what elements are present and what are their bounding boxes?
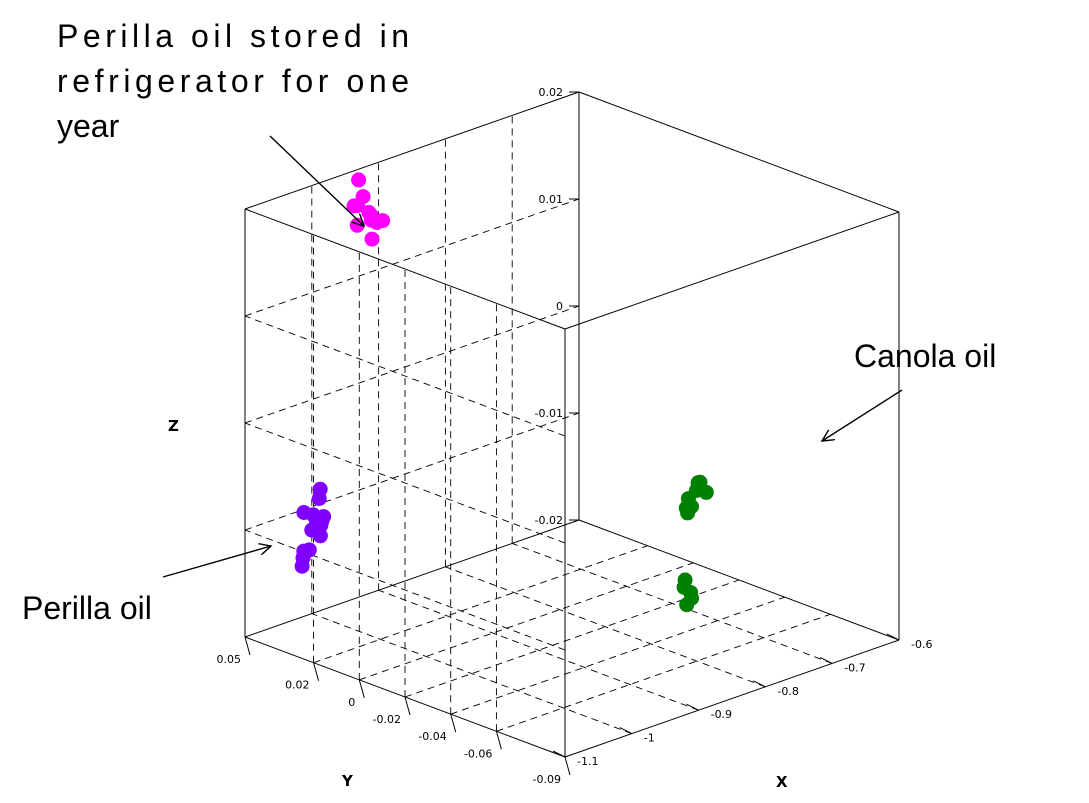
y-tick-mark <box>358 679 365 698</box>
annotation-text: refrigerator for one <box>57 63 409 99</box>
z-tick-label: 0.01 <box>539 193 564 206</box>
y-tick-label: -0.02 <box>373 713 401 726</box>
grid-line <box>244 305 580 424</box>
annotation-text: Perilla oil <box>22 590 152 626</box>
data-point <box>683 585 699 601</box>
y-tick-label: -0.04 <box>418 730 446 743</box>
grid-line <box>311 613 632 735</box>
grid-line <box>244 529 566 651</box>
z-tick-label: -0.02 <box>535 514 563 527</box>
y-tick-label: 0 <box>348 696 355 709</box>
data-point <box>698 484 714 500</box>
x-tick-label: -1 <box>644 732 655 745</box>
annotation-text: Perilla oil stored in <box>57 18 409 54</box>
axis-labels: Z Y X <box>168 417 788 791</box>
grid-line <box>359 562 694 681</box>
grid-line <box>244 198 580 317</box>
annotation-text: Canola oil <box>854 338 996 374</box>
x-tick-mark <box>686 703 699 711</box>
tick-labels: 0.02 0.01 0 -0.01 -0.02 0.05 0.02 0 -0.02 -0.04 -0… <box>217 86 933 786</box>
annotation-text: year <box>57 108 120 144</box>
grid-line <box>512 542 833 664</box>
box-edge <box>244 208 566 330</box>
grid-line <box>244 412 580 531</box>
data-point <box>364 231 380 247</box>
data-point <box>679 597 695 613</box>
y-tick-mark <box>313 662 320 681</box>
grid-line <box>244 315 566 437</box>
y-tick-mark <box>495 731 502 750</box>
y-axis-label: Y <box>341 772 354 790</box>
data-point <box>375 213 391 229</box>
y-tick-label: 0.02 <box>285 679 310 692</box>
grid-line <box>450 596 785 715</box>
box-edge <box>564 211 900 330</box>
y-tick-label: -0.09 <box>533 773 561 786</box>
data-point <box>294 558 310 574</box>
z-tick-label: 0.02 <box>539 86 564 99</box>
data-point <box>296 543 312 559</box>
grid-line <box>244 422 566 544</box>
x-tick-label: -0.7 <box>844 661 865 674</box>
box-edge <box>578 91 900 213</box>
x-tick-label: -0.9 <box>711 708 732 721</box>
grid-lines <box>244 115 833 735</box>
grid-line <box>496 613 831 732</box>
y-tick-mark <box>404 696 411 716</box>
annotation-arrow <box>269 135 364 226</box>
data-point <box>346 198 362 214</box>
y-tick-mark <box>564 756 571 776</box>
z-tick-label: -0.01 <box>535 407 563 420</box>
x-tick-mark <box>552 750 566 758</box>
data-point <box>684 499 699 515</box>
y-tick-mark <box>450 714 457 733</box>
box-edge <box>244 519 580 638</box>
box-edge <box>578 519 900 641</box>
grid-line <box>378 589 699 711</box>
x-tick-mark <box>619 727 633 735</box>
z-tick-label: 0 <box>556 300 563 313</box>
grid-line <box>313 545 648 664</box>
x-axis-label: X <box>776 773 788 791</box>
x-tick-label: -1.1 <box>577 755 598 768</box>
grid-line <box>445 566 766 688</box>
axes-box <box>244 91 900 758</box>
y-tick-label: -0.06 <box>464 747 492 760</box>
data-point <box>351 172 367 188</box>
x-tick-label: -0.6 <box>911 638 932 651</box>
box-edge <box>564 639 900 758</box>
y-tick-label: 0.05 <box>217 653 242 666</box>
x-tick-mark <box>753 680 766 688</box>
annotation-arrow <box>162 546 271 578</box>
annotations: Perilla oil stored in refrigerator for on… <box>22 18 996 626</box>
z-axis-label: Z <box>168 417 179 435</box>
x-tick-label: -0.8 <box>777 685 798 698</box>
x-tick-mark <box>886 633 900 641</box>
y-tick-mark <box>244 636 251 656</box>
annotation-arrow <box>822 389 903 441</box>
x-tick-mark <box>819 656 833 664</box>
data-point <box>314 513 330 529</box>
box-edge <box>244 91 580 210</box>
data-point <box>312 481 328 497</box>
